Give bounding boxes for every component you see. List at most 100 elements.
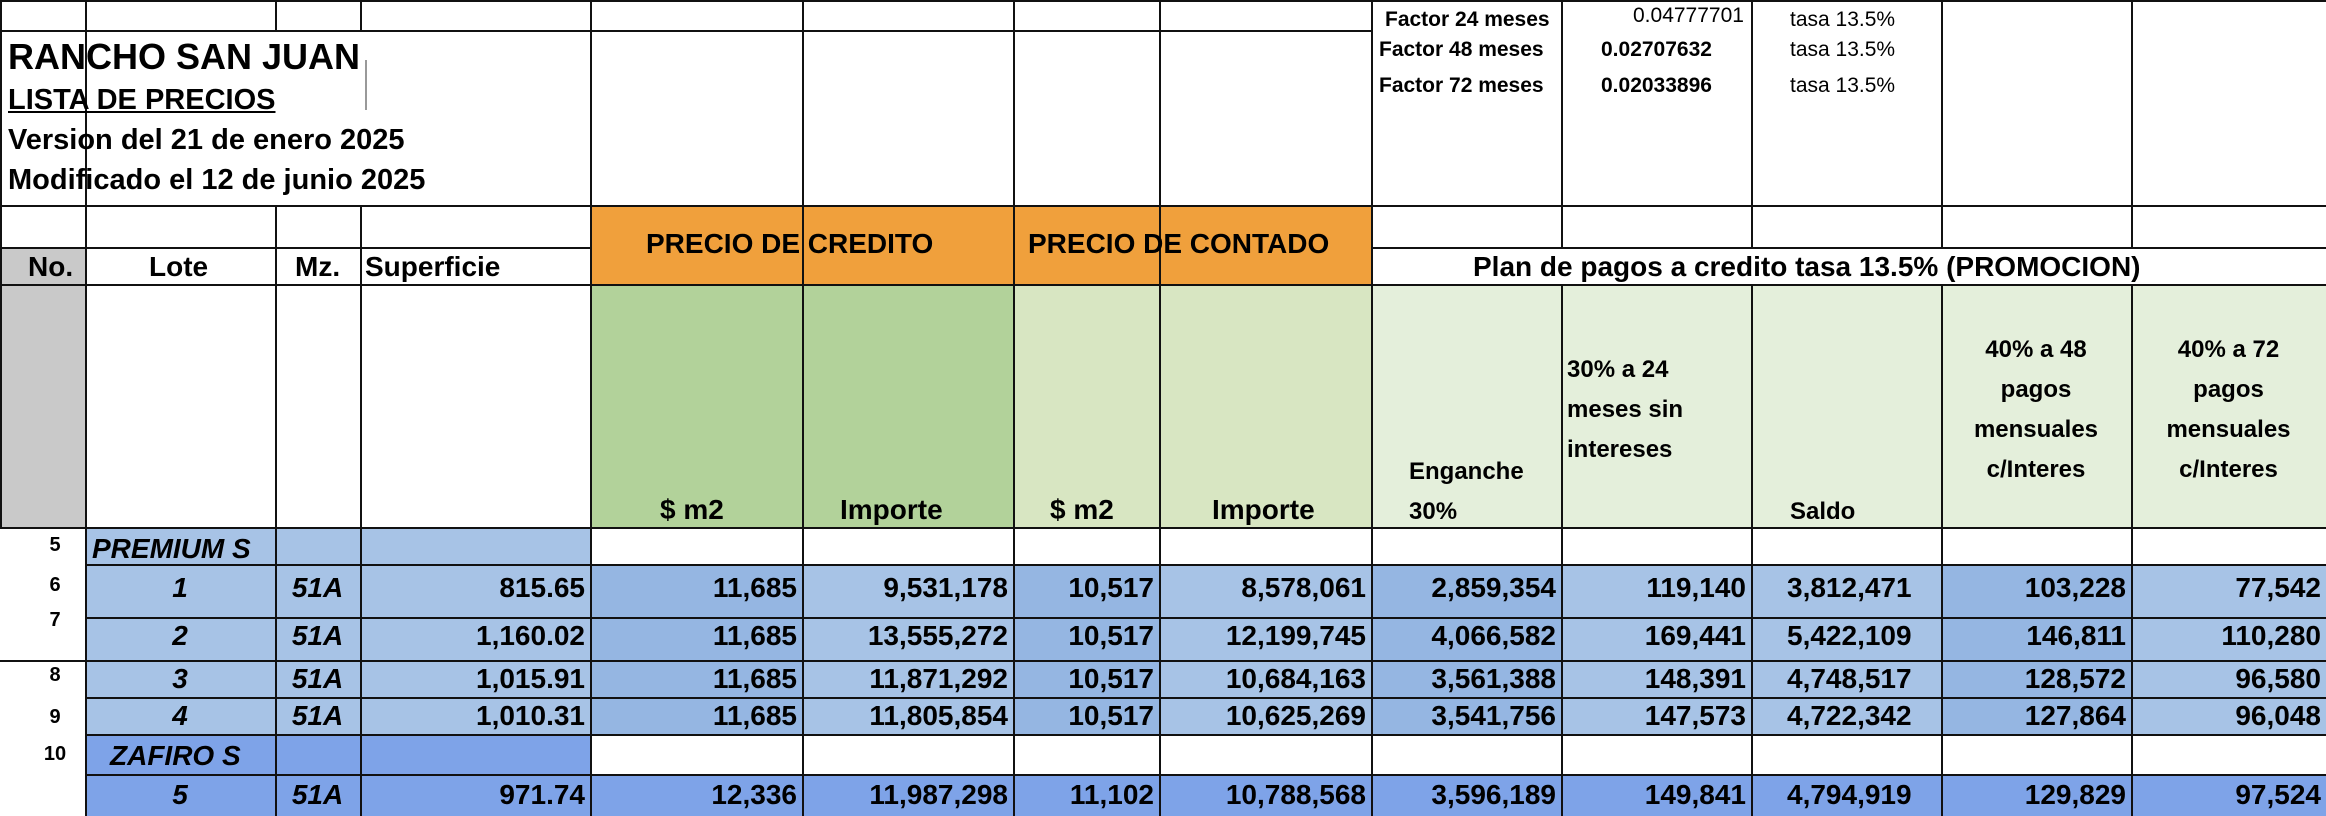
- cell-p24[interactable]: 148,391: [1644, 663, 1746, 694]
- cell-p72[interactable]: 96,048: [2235, 700, 2321, 731]
- factor-72-label: Factor 72 meses: [1379, 74, 1544, 97]
- header-m2-contado: $ m2: [1050, 494, 1114, 525]
- cell-p48[interactable]: 128,572: [2024, 663, 2126, 694]
- cell-m2c[interactable]: 11,685: [712, 620, 797, 651]
- row-number[interactable]: 10: [43, 743, 67, 765]
- cell-impk[interactable]: 10,788,568: [1225, 779, 1366, 810]
- cell-p24[interactable]: 119,140: [1646, 572, 1746, 603]
- cell-m2c[interactable]: 12,336: [711, 779, 797, 810]
- cell-impk[interactable]: 8,578,061: [1241, 572, 1366, 603]
- cell-lote[interactable]: 1: [172, 572, 188, 603]
- cell-p24[interactable]: 149,841: [1644, 779, 1746, 810]
- cell-saldo[interactable]: 4,748,517: [1787, 663, 1912, 694]
- row-number[interactable]: 5: [49, 534, 61, 556]
- cell-impk[interactable]: 12,199,745: [1225, 620, 1366, 651]
- header-40-72-1: 40% a 72: [2177, 336, 2280, 363]
- cell-lote[interactable]: 3: [172, 663, 188, 694]
- cell-eng[interactable]: 3,596,189: [1431, 779, 1556, 810]
- cell-m2k[interactable]: 10,517: [1068, 620, 1154, 651]
- cell-lote[interactable]: 2: [172, 620, 188, 651]
- header-lote: Lote: [149, 251, 209, 282]
- cell-mz[interactable]: 51A: [291, 572, 344, 603]
- cell-saldo[interactable]: 3,812,471: [1787, 572, 1912, 603]
- cell-m2k[interactable]: 11,102: [1069, 779, 1154, 810]
- cell-mz[interactable]: 51A: [291, 700, 344, 731]
- zafiro-rows-bg: [85, 774, 2326, 816]
- cell-p48[interactable]: 129,829: [2024, 779, 2126, 810]
- modified-text: Modificado el 12 de junio 2025: [8, 164, 426, 196]
- cash-header-bg: [1013, 205, 1371, 284]
- cell-p72[interactable]: 97,524: [2235, 779, 2321, 810]
- header-mz: Mz.: [295, 251, 341, 282]
- header-superficie: Superficie: [365, 251, 501, 282]
- cell-saldo[interactable]: 4,722,342: [1787, 700, 1912, 731]
- cell-mz[interactable]: 51A: [291, 663, 344, 694]
- header-enganche-2: 30%: [1409, 498, 1458, 525]
- cell-m2k[interactable]: 10,517: [1068, 700, 1154, 731]
- version-text: Version del 21 de enero 2025: [8, 124, 405, 156]
- header-40-48-4: c/Interes: [1986, 456, 2086, 483]
- cell-m2c[interactable]: 11,685: [712, 663, 797, 694]
- cell-p72[interactable]: 96,580: [2235, 663, 2321, 694]
- cell-p48[interactable]: 146,811: [2026, 620, 2126, 651]
- cell-m2k[interactable]: 10,517: [1068, 572, 1154, 603]
- credit-sub-bg: [590, 284, 1013, 527]
- header-30-2: meses sin: [1567, 396, 1684, 423]
- cell-m2k[interactable]: 10,517: [1068, 663, 1154, 694]
- cell-impc[interactable]: 11,871,292: [869, 663, 1008, 694]
- cell-sup[interactable]: 815.65: [499, 572, 585, 603]
- cell-impk[interactable]: 10,625,269: [1225, 700, 1366, 731]
- cell-lote[interactable]: 5: [172, 779, 188, 810]
- cell-p72[interactable]: 77,542: [2235, 572, 2321, 603]
- cell-m2c[interactable]: 11,685: [712, 572, 797, 603]
- header-40-48-1: 40% a 48: [1985, 336, 2087, 363]
- cell-eng[interactable]: 3,541,756: [1431, 700, 1556, 731]
- premium-rows-darker: [590, 564, 802, 734]
- cell-impc[interactable]: 9,531,178: [883, 572, 1008, 603]
- row-number[interactable]: 8: [49, 664, 61, 686]
- cell-mz[interactable]: 51A: [291, 620, 344, 651]
- cell-p48[interactable]: 127,864: [2024, 700, 2126, 731]
- header-enganche-1: Enganche: [1409, 458, 1524, 485]
- factor-72-rate: tasa 13.5%: [1790, 74, 1896, 97]
- cell-m2c[interactable]: 11,685: [712, 700, 797, 731]
- header-saldo: Saldo: [1790, 498, 1856, 525]
- cell-eng[interactable]: 4,066,582: [1431, 620, 1556, 651]
- cell-sup[interactable]: 971.74: [499, 779, 585, 810]
- list-title: LISTA DE PRECIOS: [8, 84, 276, 116]
- cell-sup[interactable]: 1,015.91: [476, 663, 585, 694]
- cell-lote[interactable]: 4: [172, 700, 188, 731]
- row-number[interactable]: 6: [49, 574, 61, 596]
- cell-saldo[interactable]: 4,794,919: [1787, 779, 1912, 810]
- factor-48-rate: tasa 13.5%: [1790, 38, 1896, 61]
- header-40-72-2: pagos: [2193, 376, 2264, 403]
- cell-sup[interactable]: 1,160.02: [476, 620, 585, 651]
- header-40-72-3: mensuales: [2166, 416, 2291, 443]
- premium-rows-darker4: [1941, 564, 2131, 734]
- cash-sub-bg: [1013, 284, 1371, 527]
- cell-p24[interactable]: 169,441: [1644, 620, 1746, 651]
- cell-impc[interactable]: 11,987,298: [869, 779, 1008, 810]
- header-30-3: intereses: [1567, 436, 1673, 463]
- cell-saldo[interactable]: 5,422,109: [1787, 620, 1912, 651]
- cell-mz[interactable]: 51A: [291, 779, 344, 810]
- cell-eng[interactable]: 2,859,354: [1431, 572, 1556, 603]
- group-zafiro: ZAFIRO S: [110, 740, 241, 771]
- header-40-72-4: c/Interes: [2179, 456, 2278, 483]
- cell-sup[interactable]: 1,010.31: [476, 700, 585, 731]
- header-importe-credito: Importe: [840, 494, 943, 525]
- row-number[interactable]: 7: [49, 609, 61, 631]
- header-40-48-2: pagos: [2000, 376, 2072, 403]
- header-precio-contado: PRECIO DE CONTADO: [1028, 228, 1330, 259]
- row-number[interactable]: 9: [49, 706, 61, 728]
- cell-p24[interactable]: 147,573: [1644, 700, 1746, 731]
- cell-p72[interactable]: 110,280: [2221, 620, 2321, 651]
- cell-impc[interactable]: 13,555,272: [867, 620, 1008, 651]
- factor-24-rate: tasa 13.5%: [1790, 8, 1896, 31]
- cell-impk[interactable]: 10,684,163: [1225, 663, 1366, 694]
- cell-p48[interactable]: 103,228: [2024, 572, 2126, 603]
- cell-eng[interactable]: 3,561,388: [1431, 663, 1556, 694]
- cell-impc[interactable]: 11,805,854: [869, 700, 1008, 731]
- credit-header-bg: [590, 205, 1013, 284]
